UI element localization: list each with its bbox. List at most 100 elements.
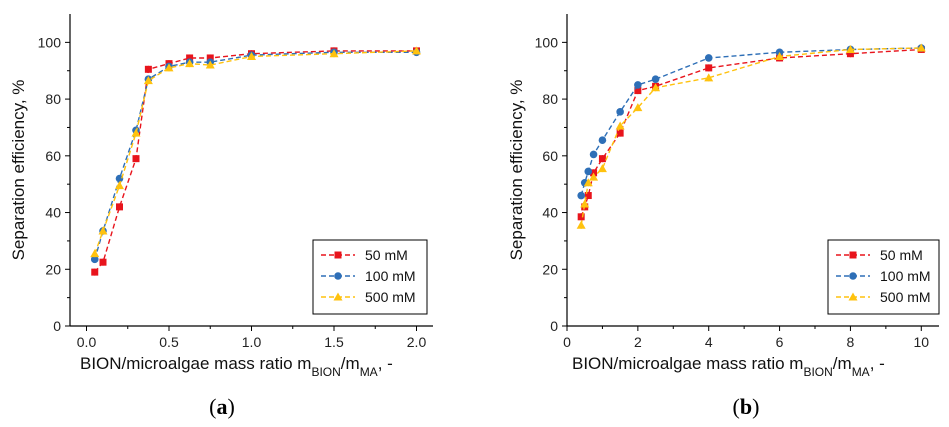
legend-marker xyxy=(334,251,342,259)
x-tick-label: 0 xyxy=(563,334,571,350)
y-tick-label: 80 xyxy=(45,91,61,107)
legend-entry-label: 50 mM xyxy=(880,247,923,263)
data-point xyxy=(185,59,195,68)
data-point xyxy=(143,76,153,85)
data-point xyxy=(577,191,585,200)
x-tick-label: 2 xyxy=(634,334,642,350)
data-point xyxy=(633,103,643,112)
x-tick-label: 8 xyxy=(847,334,855,350)
legend-box xyxy=(312,239,428,315)
x-axis-label-part: , - xyxy=(870,354,885,373)
legend-marker xyxy=(849,272,857,280)
series-line xyxy=(94,51,417,260)
data-point xyxy=(115,174,124,183)
legend-marker xyxy=(849,251,857,259)
data-point xyxy=(412,46,421,55)
data-point xyxy=(584,192,592,200)
data-point xyxy=(651,83,661,92)
x-axis-label-part: BION/microalgae mass ratio m xyxy=(80,354,311,373)
series-line xyxy=(580,47,922,226)
data-point xyxy=(615,121,625,130)
y-tick-label: 100 xyxy=(535,34,559,50)
data-point xyxy=(90,255,99,264)
data-point xyxy=(634,87,642,95)
x-tick-label: 2.0 xyxy=(407,334,427,350)
data-point xyxy=(704,54,713,62)
data-point xyxy=(598,136,607,145)
data-point xyxy=(916,43,926,52)
data-point xyxy=(90,249,100,258)
data-point xyxy=(705,64,713,72)
data-point xyxy=(616,108,624,116)
x-axis-label-subscript: BION xyxy=(311,365,340,379)
legend-entry-label: 100 mM xyxy=(365,268,416,284)
legend-entry-label: 100 mM xyxy=(880,268,931,284)
y-tick-label: 60 xyxy=(45,148,61,164)
data-point xyxy=(634,81,642,89)
data-point xyxy=(584,167,593,176)
data-point xyxy=(589,172,599,181)
x-tick-label: 1.0 xyxy=(242,334,262,350)
data-point xyxy=(616,129,624,137)
x-axis-label-subscript: MA xyxy=(360,365,378,379)
data-point xyxy=(580,199,590,208)
data-point xyxy=(577,213,585,221)
x-tick-label: 4 xyxy=(705,334,713,350)
chart-panel-b: 0 20 40 60 80 100 0 2 4 6 8 10 50 mM 100 mM 500 mM Sepa… xyxy=(507,14,940,419)
y-tick-label: 0 xyxy=(550,318,558,334)
data-point xyxy=(704,73,714,82)
x-axis-label-part: BION/microalgae mass ratio m xyxy=(572,354,803,373)
legend-marker xyxy=(334,272,342,280)
data-point xyxy=(589,150,598,159)
data-point xyxy=(131,128,141,137)
data-point xyxy=(598,155,606,163)
data-point xyxy=(115,181,124,190)
x-axis-label-subscript: BION xyxy=(803,365,832,379)
series-line xyxy=(94,50,417,273)
data-point xyxy=(98,226,108,235)
data-point xyxy=(845,44,855,53)
data-point xyxy=(99,258,107,266)
legend-marker xyxy=(333,292,343,301)
data-point xyxy=(164,63,174,72)
panel-caption-part: ) xyxy=(752,394,759,419)
data-point xyxy=(132,155,140,163)
panel-caption: (a) xyxy=(209,394,235,419)
y-tick-label: 100 xyxy=(38,34,62,50)
y-tick-label: 40 xyxy=(45,205,61,221)
y-tick-label: 60 xyxy=(542,148,558,164)
y-axis-label: Separation efficiency, % xyxy=(507,80,526,261)
series-line xyxy=(580,48,922,218)
data-point xyxy=(144,65,152,73)
x-tick-label: 6 xyxy=(776,334,784,350)
data-point xyxy=(576,220,586,229)
x-axis-label: BION/microalgae mass ratio mBION/mMA, - xyxy=(80,354,393,379)
panel-caption-part: ) xyxy=(228,394,235,419)
panel-caption-part: ( xyxy=(733,394,740,419)
data-point xyxy=(205,60,215,69)
data-point xyxy=(116,203,123,211)
series-line xyxy=(94,50,417,254)
panel-caption-part: a xyxy=(217,394,228,419)
x-axis-label-part: /m xyxy=(341,354,360,373)
x-tick-label: 0.0 xyxy=(77,334,97,350)
series-100-mm xyxy=(90,48,421,264)
y-axis-label: Separation efficiency, % xyxy=(9,80,28,261)
x-tick-label: 0.5 xyxy=(159,334,179,350)
panel-caption-part: ( xyxy=(209,394,216,419)
legend-box xyxy=(827,239,940,315)
y-tick-label: 20 xyxy=(542,261,558,277)
x-axis-label: BION/microalgae mass ratio mBION/mMA, - xyxy=(572,354,885,379)
y-tick-label: 80 xyxy=(542,91,558,107)
panel-caption: (b) xyxy=(733,394,760,419)
y-tick-label: 0 xyxy=(53,318,61,334)
legend: 50 mM 100 mM 500 mM xyxy=(312,239,428,315)
series-500-mm xyxy=(90,46,421,258)
data-point xyxy=(651,75,660,84)
series-100-mm xyxy=(577,44,926,200)
x-axis-label-part: /m xyxy=(833,354,852,373)
series-50-mm xyxy=(577,45,925,221)
panel-caption-part: b xyxy=(740,394,752,419)
